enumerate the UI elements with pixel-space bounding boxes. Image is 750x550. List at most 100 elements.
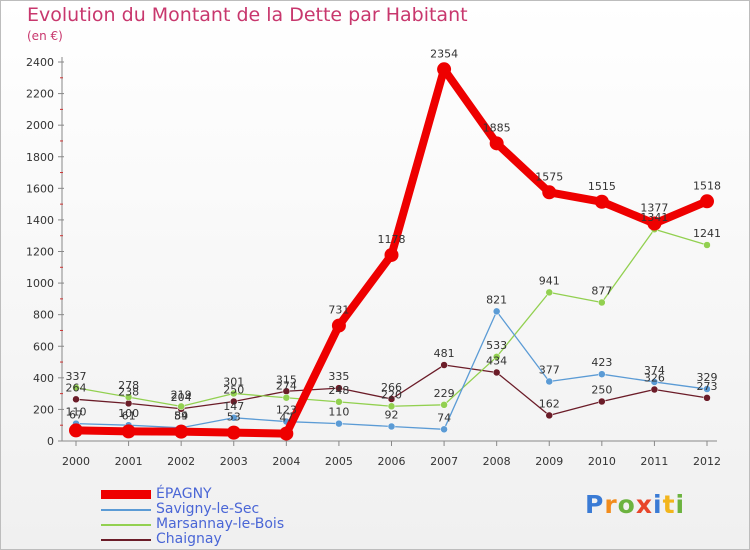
data-point — [230, 414, 238, 422]
data-label: 2354 — [430, 47, 458, 60]
x-tick-label: 2012 — [693, 455, 721, 468]
data-label: 162 — [539, 397, 560, 410]
x-tick-label: 2009 — [535, 455, 563, 468]
data-point — [492, 368, 501, 377]
y-tick-label: 200 — [33, 403, 54, 416]
data-point — [387, 422, 396, 431]
proxiti-logo: Proxiti — [585, 490, 685, 519]
logo-letter: i — [675, 490, 686, 519]
data-label: 326 — [644, 372, 665, 385]
data-label: 67 — [69, 408, 83, 421]
data-label: 100 — [118, 407, 139, 420]
data-label: 329 — [697, 371, 718, 384]
y-tick-label: 1400 — [26, 214, 54, 227]
data-label: 423 — [591, 356, 612, 369]
data-point — [545, 377, 553, 386]
data-point — [124, 393, 133, 401]
data-point — [545, 411, 553, 420]
data-point — [72, 395, 80, 404]
y-tick-label: 2400 — [26, 56, 54, 69]
x-tick-label: 2005 — [325, 455, 353, 468]
logo-letter: x — [635, 490, 653, 519]
data-point — [335, 398, 343, 406]
data-point — [384, 247, 399, 262]
y-tick-label: 0 — [47, 435, 54, 448]
legend-item-chaignay: Chaignay — [101, 532, 284, 547]
data-point — [440, 425, 448, 434]
data-label: 204 — [171, 391, 192, 404]
y-tick-label: 1000 — [26, 277, 54, 290]
data-point — [598, 397, 606, 406]
data-point — [331, 318, 346, 333]
data-label: 110 — [328, 406, 349, 419]
data-label: 84 — [174, 410, 188, 423]
data-label: 147 — [223, 400, 244, 413]
data-label: 481 — [434, 347, 455, 360]
data-point — [545, 288, 553, 297]
data-label: 337 — [66, 370, 87, 383]
y-tick-label: 1200 — [26, 246, 54, 259]
legend-label-chaignay: Chaignay — [156, 531, 222, 547]
data-label: 377 — [539, 363, 560, 376]
y-tick-label: 600 — [33, 340, 54, 353]
data-label: 533 — [486, 339, 507, 352]
data-point — [703, 394, 711, 402]
logo-letter: r — [604, 490, 618, 519]
y-tick-label: 400 — [33, 372, 54, 385]
data-label: 47 — [279, 412, 293, 425]
data-label: 278 — [118, 379, 139, 392]
data-label: 266 — [381, 381, 402, 394]
legend-label-savigny: Savigny-le-Sec — [156, 501, 260, 517]
legend-swatch-chaignay — [101, 538, 151, 541]
data-point — [335, 384, 343, 392]
data-label: 731 — [328, 304, 349, 317]
y-tick-label: 1800 — [26, 151, 54, 164]
data-point — [703, 241, 711, 249]
data-point — [174, 424, 189, 439]
logo-letter: i — [653, 490, 663, 519]
data-point — [598, 370, 606, 378]
data-point — [69, 423, 83, 438]
data-point — [650, 378, 659, 386]
data-label: 61 — [122, 409, 136, 422]
x-tick-label: 2008 — [483, 455, 511, 468]
data-label: 1885 — [483, 121, 511, 134]
data-point — [226, 425, 241, 440]
logo-letter: P — [585, 490, 605, 519]
data-label: 301 — [223, 375, 244, 388]
data-label: 250 — [223, 384, 244, 397]
data-point — [700, 194, 714, 209]
data-label: 1178 — [378, 233, 406, 246]
data-label: 273 — [697, 380, 718, 393]
x-tick-label: 2001 — [115, 455, 143, 468]
y-tick-label: 2000 — [26, 119, 54, 132]
data-point — [282, 393, 291, 402]
data-label: 335 — [328, 370, 349, 383]
data-point — [72, 384, 80, 392]
data-point — [598, 298, 606, 307]
data-point — [230, 389, 238, 398]
data-point — [492, 307, 501, 316]
data-point — [440, 361, 448, 369]
data-point — [124, 399, 133, 408]
x-tick-label: 2011 — [640, 455, 668, 468]
data-point — [489, 136, 504, 151]
data-point — [437, 62, 452, 77]
data-label: 250 — [591, 384, 612, 397]
data-label: 59 — [174, 410, 188, 423]
x-tick-label: 2004 — [272, 455, 300, 468]
data-label: 248 — [328, 384, 349, 397]
data-label: 123 — [276, 404, 297, 417]
data-point — [542, 185, 557, 200]
data-point — [440, 401, 448, 409]
legend-swatch-savigny — [101, 508, 151, 511]
data-label: 434 — [486, 354, 507, 367]
data-label: 374 — [644, 364, 665, 377]
data-point — [177, 402, 185, 411]
x-tick-label: 2000 — [62, 455, 90, 468]
legend-item-savigny: Savigny-le-Sec — [101, 502, 284, 517]
data-point — [387, 395, 396, 403]
legend: ÉPAGNY Savigny-le-Sec Marsannay-le-Bois … — [101, 487, 284, 547]
data-label: 1515 — [588, 180, 616, 193]
